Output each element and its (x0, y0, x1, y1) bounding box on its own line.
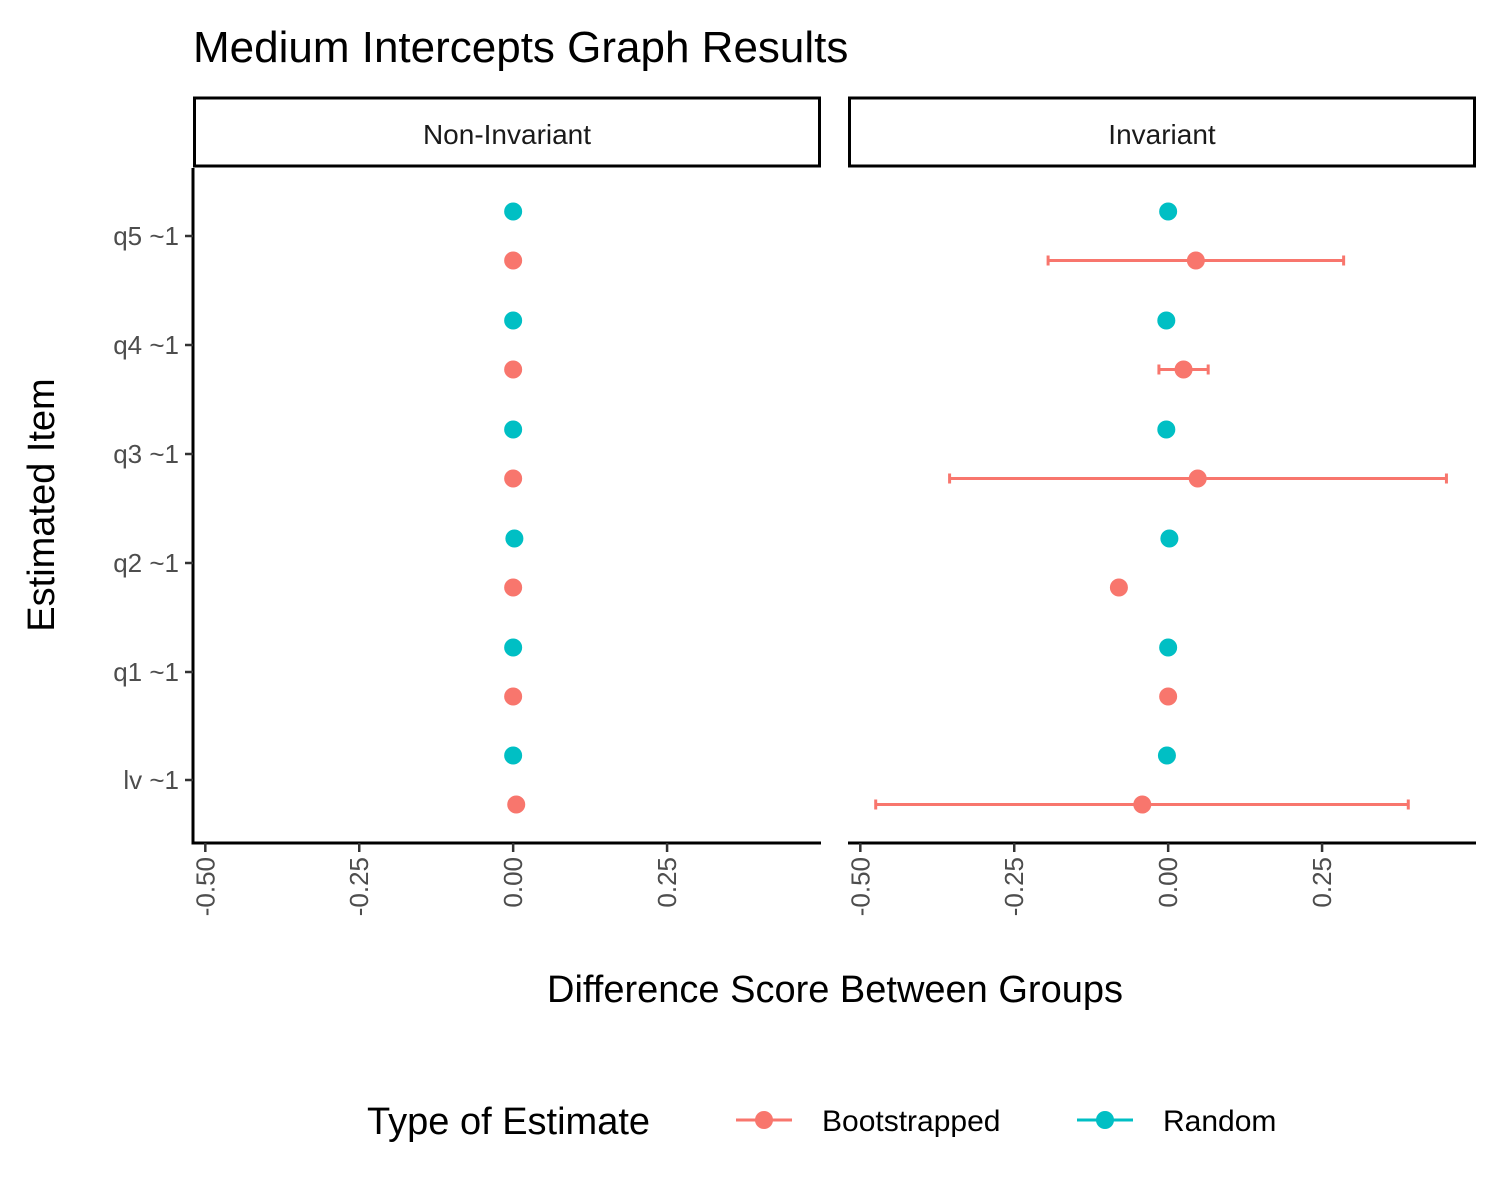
data-point (1109, 578, 1128, 597)
data-point (504, 251, 523, 270)
y-tick-label: lv ~1 (123, 765, 179, 795)
data-point (504, 469, 523, 488)
legend-label: Bootstrapped (822, 1105, 1000, 1138)
legend-item-random: Random (1077, 1105, 1276, 1138)
data-point (1157, 420, 1176, 439)
data-point (504, 687, 523, 706)
panel-strip (193, 96, 821, 168)
legend-title: Type of Estimate (367, 1101, 650, 1143)
data-point (1186, 251, 1205, 270)
data-point (1160, 529, 1179, 548)
x-tick-label: -0.25 (999, 857, 1029, 916)
data-point (505, 529, 524, 548)
data-point (504, 746, 523, 765)
data-point (1159, 687, 1178, 706)
data-point (1188, 469, 1207, 488)
x-tick-label: -0.25 (344, 857, 374, 916)
x-tick-label: 0.00 (498, 857, 528, 908)
data-point (1157, 746, 1176, 765)
x-axis-title: Difference Score Between Groups (547, 969, 1123, 1011)
data-point (504, 420, 523, 439)
data-point (1133, 795, 1152, 814)
data-point (1159, 202, 1178, 221)
data-point (504, 311, 523, 330)
data-point (1159, 638, 1178, 657)
y-tick-label: q5 ~1 (113, 221, 179, 251)
y-tick-label: q2 ~1 (113, 548, 179, 578)
data-point (504, 578, 523, 597)
x-tick-label: -0.50 (190, 857, 220, 916)
panel-strip (848, 96, 1476, 168)
x-tick-label: -0.50 (845, 857, 875, 916)
data-point (504, 360, 523, 379)
panel-2: Invariant -0.50 -0.25 0.00 0.25 (845, 96, 1476, 916)
data-point (504, 638, 523, 657)
x-tick-label: 0.25 (1307, 857, 1337, 908)
chart-title: Medium Intercepts Graph Results (193, 23, 848, 72)
data-point (1157, 311, 1176, 330)
y-tick-label: q1 ~1 (113, 657, 179, 687)
y-tick-label: q4 ~1 (113, 330, 179, 360)
legend: Type of Estimate Bootstrapped Random (367, 1101, 1276, 1143)
legend-label: Random (1163, 1105, 1276, 1138)
x-tick-label: 0.00 (1153, 857, 1183, 908)
x-tick-label: 0.25 (652, 857, 682, 908)
legend-item-bootstrapped: Bootstrapped (736, 1105, 1000, 1138)
data-point (1174, 360, 1193, 379)
data-point (507, 795, 526, 814)
panels: Non-Invariant q5 ~1 q4 ~1 q3 ~1 q2 ~1 q1 ~1 lv… (113, 96, 1476, 916)
panel-strip-label: Invariant (1108, 119, 1216, 150)
panel-1: Non-Invariant q5 ~1 q4 ~1 q3 ~1 q2 ~1 q1 ~1 lv… (113, 96, 821, 916)
y-tick-label: q3 ~1 (113, 439, 179, 469)
legend-key-point (755, 1111, 773, 1129)
y-axis-title: Estimated Item (21, 378, 63, 631)
legend-key-point (1096, 1111, 1114, 1129)
panel-strip-label: Non-Invariant (423, 119, 591, 150)
data-point (504, 202, 523, 221)
